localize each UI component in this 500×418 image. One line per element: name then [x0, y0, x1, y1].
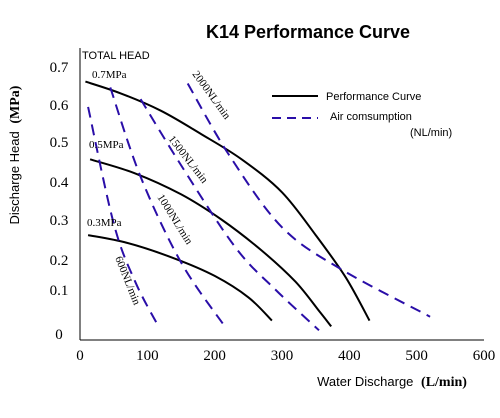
air-consumption-line-2000nl-min — [186, 82, 431, 318]
x-axis-label-unit: (L/min) — [421, 375, 467, 390]
y-tick-label: 0 — [55, 327, 63, 343]
performance-curve-0.7mpa — [85, 80, 371, 322]
curve-labels: 0.7MPa 0.5MPa 0.3MPa 600NL/min 1000NL/min 150… — [87, 69, 233, 307]
y-tick-label: 0.1 — [50, 283, 69, 299]
x-tick-label: 400 — [338, 348, 361, 364]
y-tick-label: 0.4 — [50, 175, 69, 191]
y-axis-label-main: Discharge Head — [7, 131, 22, 224]
y-tick-labels: 0 0.1 0.2 0.3 0.4 0.5 0.6 0.7 — [50, 60, 69, 343]
legend: Performance Curve Air comsumption (NL/mi… — [272, 91, 452, 139]
curve-label-1000nl-min: 1000NL/min — [154, 192, 195, 247]
curve-label-0.3mpa: 0.3MPa — [87, 217, 122, 229]
x-tick-label: 200 — [203, 348, 226, 364]
x-tick-labels: 0 100 200 300 400 500 600 — [76, 348, 495, 364]
legend-performance-label: Performance Curve — [326, 91, 421, 103]
curve-label-600nl-min: 600NL/min — [112, 255, 143, 308]
performance-curve-0.3mpa — [87, 234, 273, 322]
curve-label-0.7mpa: 0.7MPa — [92, 69, 127, 81]
y-axis-label-unit: (MPa) — [8, 85, 23, 123]
y-axis-label: Discharge Head (MPa) — [7, 85, 23, 224]
y-tick-label: 0.3 — [50, 213, 69, 229]
x-tick-label: 600 — [473, 348, 496, 364]
total-head-label: TOTAL HEAD — [82, 50, 150, 62]
series-layer — [85, 80, 431, 332]
performance-curve-0.5mpa — [89, 158, 332, 328]
curve-label-0.5mpa: 0.5MPa — [89, 139, 124, 151]
legend-air-label: Air comsumption — [330, 111, 412, 123]
x-tick-label: 500 — [405, 348, 428, 364]
chart-title: K14 Performance Curve — [206, 22, 410, 42]
air-consumption-line-1000nl-min — [109, 87, 226, 327]
air-consumption-line-600nl-min — [87, 106, 159, 325]
legend-air-unit: (NL/min) — [410, 127, 452, 139]
y-tick-label: 0.6 — [50, 98, 69, 114]
air-consumption-line-1500nl-min — [139, 98, 320, 332]
x-tick-label: 0 — [76, 348, 84, 364]
y-tick-label: 0.5 — [50, 135, 69, 151]
y-tick-label: 0.2 — [50, 253, 69, 269]
x-tick-label: 100 — [136, 348, 159, 364]
x-axis-label: Water Discharge (L/min) — [317, 374, 467, 390]
curve-label-2000nl-min: 2000NL/min — [190, 69, 233, 122]
x-tick-label: 300 — [271, 348, 294, 364]
curve-label-1500nl-min: 1500NL/min — [166, 133, 211, 186]
y-tick-label: 0.7 — [50, 60, 69, 76]
x-axis-label-main: Water Discharge — [317, 374, 413, 389]
